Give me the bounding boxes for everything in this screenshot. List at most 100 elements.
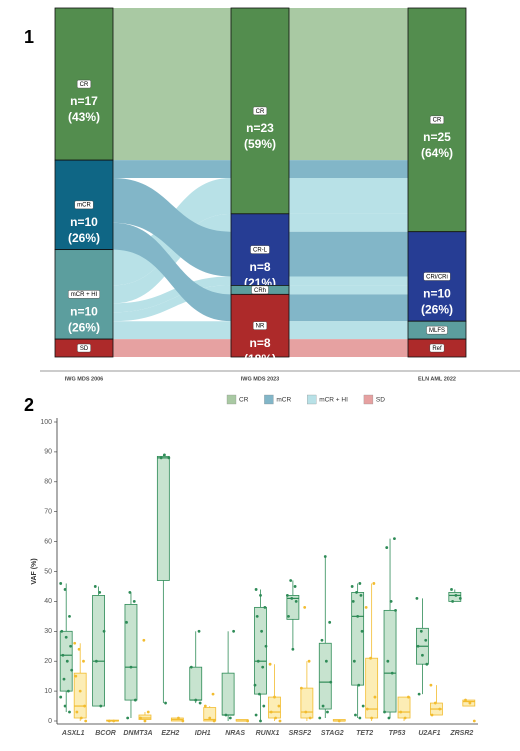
y-tick-label: 10 (44, 688, 52, 695)
box-group (235, 719, 250, 723)
point (390, 671, 394, 675)
point (60, 629, 64, 633)
point (167, 456, 171, 460)
point (273, 695, 276, 699)
point (294, 600, 298, 603)
box (189, 666, 203, 701)
box (397, 696, 411, 719)
box (254, 606, 267, 695)
x-tick-label: EZH2 (161, 730, 179, 737)
point (259, 719, 262, 723)
flow-band (289, 276, 408, 286)
stratum-tag: SD (80, 346, 89, 352)
stratum-tag-box (426, 325, 448, 335)
stratum-tag: MLFS (429, 328, 445, 334)
point (358, 716, 362, 720)
point (308, 716, 312, 720)
point (372, 582, 376, 585)
y-tick-label: 50 (44, 568, 52, 575)
y-tick-label: 70 (44, 509, 52, 516)
x-tick-label: TET2 (356, 730, 373, 737)
point (70, 668, 74, 672)
point (83, 704, 86, 708)
box (351, 592, 365, 686)
point (293, 585, 297, 588)
point (307, 659, 311, 663)
y-axis-label: VAF (%) (31, 558, 38, 584)
point (287, 614, 290, 618)
point (472, 719, 476, 723)
stratum-count: (26%) (68, 231, 100, 245)
x-tick-label: SRSF2 (289, 730, 312, 737)
stratum-tag: mCR (77, 203, 91, 209)
stratum-tag: CRh (254, 288, 266, 294)
point (303, 605, 307, 609)
point (468, 701, 472, 705)
x-tick-label: RUNX1 (256, 730, 280, 737)
point (416, 644, 420, 648)
y-tick-label: 100 (40, 419, 52, 426)
point (146, 710, 150, 714)
box-group (462, 698, 476, 723)
point (421, 653, 424, 657)
flow-band (113, 276, 231, 313)
point (98, 591, 102, 594)
stratum-count: n=8 (249, 260, 270, 274)
flows (113, 8, 408, 357)
point (211, 692, 215, 696)
box-group (415, 597, 429, 696)
point (424, 638, 428, 642)
flow-band (289, 285, 408, 295)
point (329, 680, 333, 684)
y-tick-label: 30 (44, 628, 52, 635)
point (256, 659, 260, 663)
box-group (383, 537, 397, 720)
point (84, 719, 88, 723)
stratum-count: (18%) (244, 352, 276, 366)
point (369, 656, 372, 660)
point (203, 704, 207, 708)
point (129, 665, 133, 669)
point (99, 704, 103, 708)
stratum-count: (26%) (68, 321, 100, 335)
stratum-tag: CR (80, 82, 89, 88)
point (299, 686, 303, 690)
point (383, 710, 386, 714)
point (291, 647, 295, 651)
point (285, 594, 289, 597)
point (433, 701, 437, 705)
point (264, 644, 268, 648)
point (360, 629, 364, 633)
point (132, 600, 136, 603)
box-group (59, 582, 74, 714)
box-group (253, 588, 268, 723)
point (59, 582, 63, 585)
stratum-tag-box (423, 272, 451, 281)
point (208, 716, 212, 720)
point (351, 600, 355, 603)
flow-band (113, 160, 231, 179)
point (370, 716, 374, 720)
x-tick-label: ZRSR2 (449, 730, 473, 737)
point (393, 537, 396, 541)
stratum-tag: CR (433, 118, 442, 124)
flow-band (289, 8, 408, 161)
point (142, 638, 146, 642)
point (102, 629, 106, 633)
point (274, 716, 277, 720)
point (320, 638, 324, 642)
point (352, 659, 356, 663)
point (260, 629, 263, 633)
box (124, 603, 138, 701)
flow-band (113, 321, 231, 340)
legend-label: CR (239, 397, 249, 404)
point (365, 707, 369, 711)
point (373, 695, 377, 699)
legend-swatch (264, 394, 274, 405)
point (197, 629, 201, 633)
point (112, 719, 116, 723)
point (75, 710, 79, 714)
point (164, 701, 167, 705)
box-group (332, 719, 346, 723)
stratum-tag-box (74, 200, 94, 210)
